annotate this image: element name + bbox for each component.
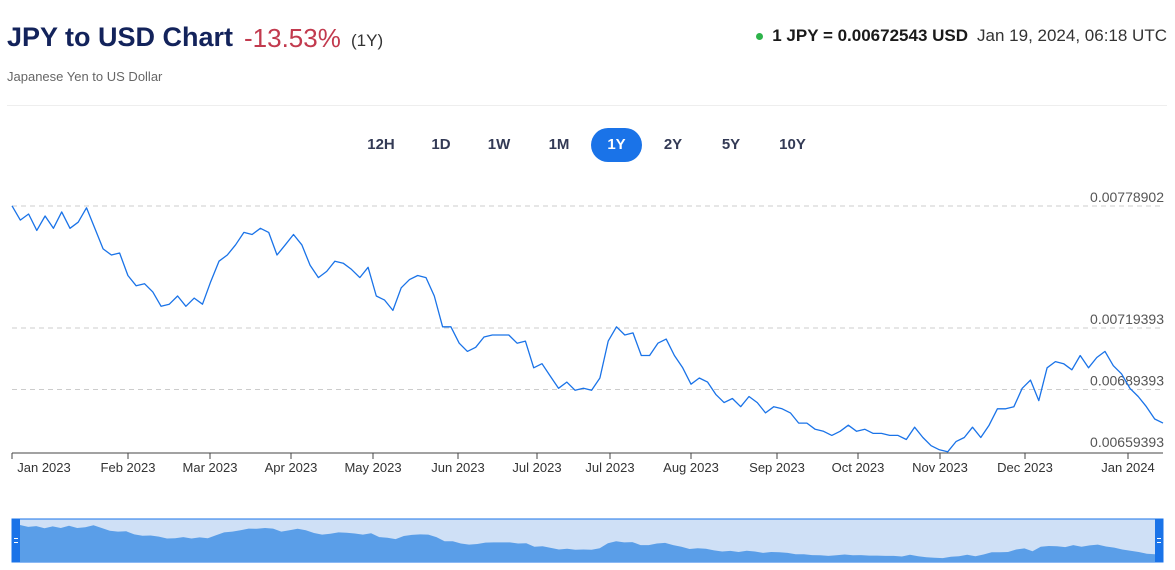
- x-tick-label: Oct 2023: [832, 460, 885, 475]
- x-tick-label: Dec 2023: [997, 460, 1053, 475]
- time-range-selector: 12H 1D 1W 1M 1Y 2Y 5Y 10Y: [0, 128, 1175, 162]
- range-navigator[interactable]: [11, 518, 1164, 563]
- rate-display: 1 JPY = 0.00672543 USD Jan 19, 2024, 06:…: [756, 26, 1167, 46]
- range-button-1w[interactable]: 1W: [487, 136, 511, 153]
- range-button-12h[interactable]: 12H: [367, 136, 395, 153]
- x-tick-label: Apr 2023: [265, 460, 318, 475]
- y-axis-labels: 0.00778902 0.00719393 0.00689393 0.00659393: [1090, 189, 1164, 450]
- range-button-2y[interactable]: 2Y: [663, 136, 683, 153]
- range-button-5y[interactable]: 5Y: [721, 136, 741, 153]
- x-tick-label: Jun 2023: [431, 460, 485, 475]
- rate-timestamp: Jan 19, 2024, 06:18 UTC: [977, 26, 1167, 45]
- chart-grid: [12, 205, 1163, 390]
- change-period: (1Y): [351, 31, 384, 50]
- chart-header: JPY to USD Chart -13.53% (1Y) Japanese Y…: [0, 0, 1175, 100]
- range-button-1d[interactable]: 1D: [431, 136, 451, 153]
- navigator-right-handle[interactable]: [1155, 519, 1163, 562]
- range-button-1m[interactable]: 1M: [548, 136, 570, 153]
- x-axis-labels: Jan 2023 Feb 2023 Mar 2023 Apr 2023 May 2023…: [11, 453, 1155, 475]
- navigator-left-handle[interactable]: [12, 519, 20, 562]
- navigator-area: [20, 525, 1155, 562]
- live-status-dot-icon: [756, 33, 764, 40]
- x-tick-label: May 2023: [344, 460, 401, 475]
- x-tick-label: Feb 2023: [101, 460, 156, 475]
- navigator-grip-icon: [14, 538, 1161, 543]
- chart-title: JPY to USD Chart: [7, 22, 234, 52]
- header-divider: [7, 105, 1167, 106]
- series-line: [11, 205, 1164, 453]
- x-tick-label: Nov 2023: [912, 460, 968, 475]
- x-tick-label: Jan 2023: [17, 460, 71, 475]
- range-button-1y[interactable]: 1Y: [591, 128, 642, 162]
- chart-subtitle: Japanese Yen to US Dollar: [7, 69, 163, 84]
- x-tick-label: Aug 2023: [663, 460, 719, 475]
- y-tick-label: 0.00689393: [1090, 372, 1164, 388]
- y-tick-label: 0.00659393: [1090, 434, 1164, 450]
- x-tick-label: Sep 2023: [749, 460, 805, 475]
- y-tick-label: 0.00778902: [1090, 189, 1164, 205]
- x-tick-label: Jul 2023: [512, 460, 561, 475]
- x-tick-label: Jul 2023: [585, 460, 634, 475]
- x-tick-label: Jan 2024: [1101, 460, 1155, 475]
- x-tick-label: Mar 2023: [183, 460, 238, 475]
- percent-change: -13.53%: [244, 23, 341, 53]
- exchange-rate: 1 JPY = 0.00672543 USD: [772, 26, 969, 45]
- y-tick-label: 0.00719393: [1090, 311, 1164, 327]
- range-button-10y[interactable]: 10Y: [779, 136, 806, 153]
